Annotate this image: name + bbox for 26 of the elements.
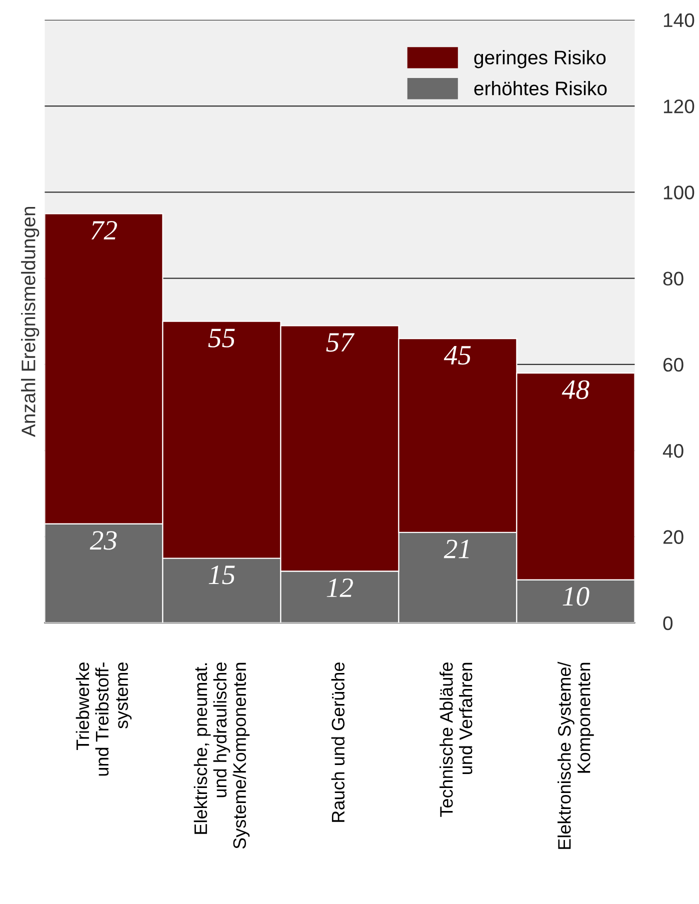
- x-tick-label: Elektrische, pneumat. und hydraulische Systeme/Komponenten: [194, 662, 250, 849]
- y-axis-title: Anzahl Ereignismeldungen: [21, 206, 40, 437]
- y-tick-label: 20: [663, 530, 684, 544]
- data-label: 15: [208, 566, 235, 584]
- data-label: 23: [90, 531, 117, 550]
- legend-label: geringes Risiko: [474, 50, 606, 68]
- x-tick-label: Triebwerke und Treibstoff- systeme: [76, 662, 132, 776]
- data-label: 10: [562, 587, 590, 606]
- y-tick-label: 40: [662, 444, 684, 458]
- x-tick-label: Technische Abläufe und Verfahren: [440, 662, 472, 817]
- data-label: 57: [326, 333, 355, 352]
- data-label: 72: [91, 221, 118, 240]
- data-label: 55: [208, 328, 235, 348]
- y-tick-label: 80: [663, 272, 684, 286]
- data-label: 21: [444, 540, 469, 558]
- data-label: 48: [562, 380, 590, 400]
- y-tick-label: 60: [663, 358, 684, 372]
- y-tick-label: 140: [664, 13, 694, 28]
- x-tick-label: Rauch und Gerüche: [331, 662, 345, 822]
- x-tick-label: Elektronische Systeme/ Komponenten: [558, 662, 594, 849]
- data-label: 45: [444, 346, 471, 365]
- y-tick-label: 100: [664, 186, 694, 200]
- data-label: 12: [326, 578, 353, 597]
- y-tick-label: 120: [664, 99, 694, 114]
- legend-label: erhöhtes Risiko: [474, 81, 607, 96]
- y-tick-label: 0: [663, 616, 673, 630]
